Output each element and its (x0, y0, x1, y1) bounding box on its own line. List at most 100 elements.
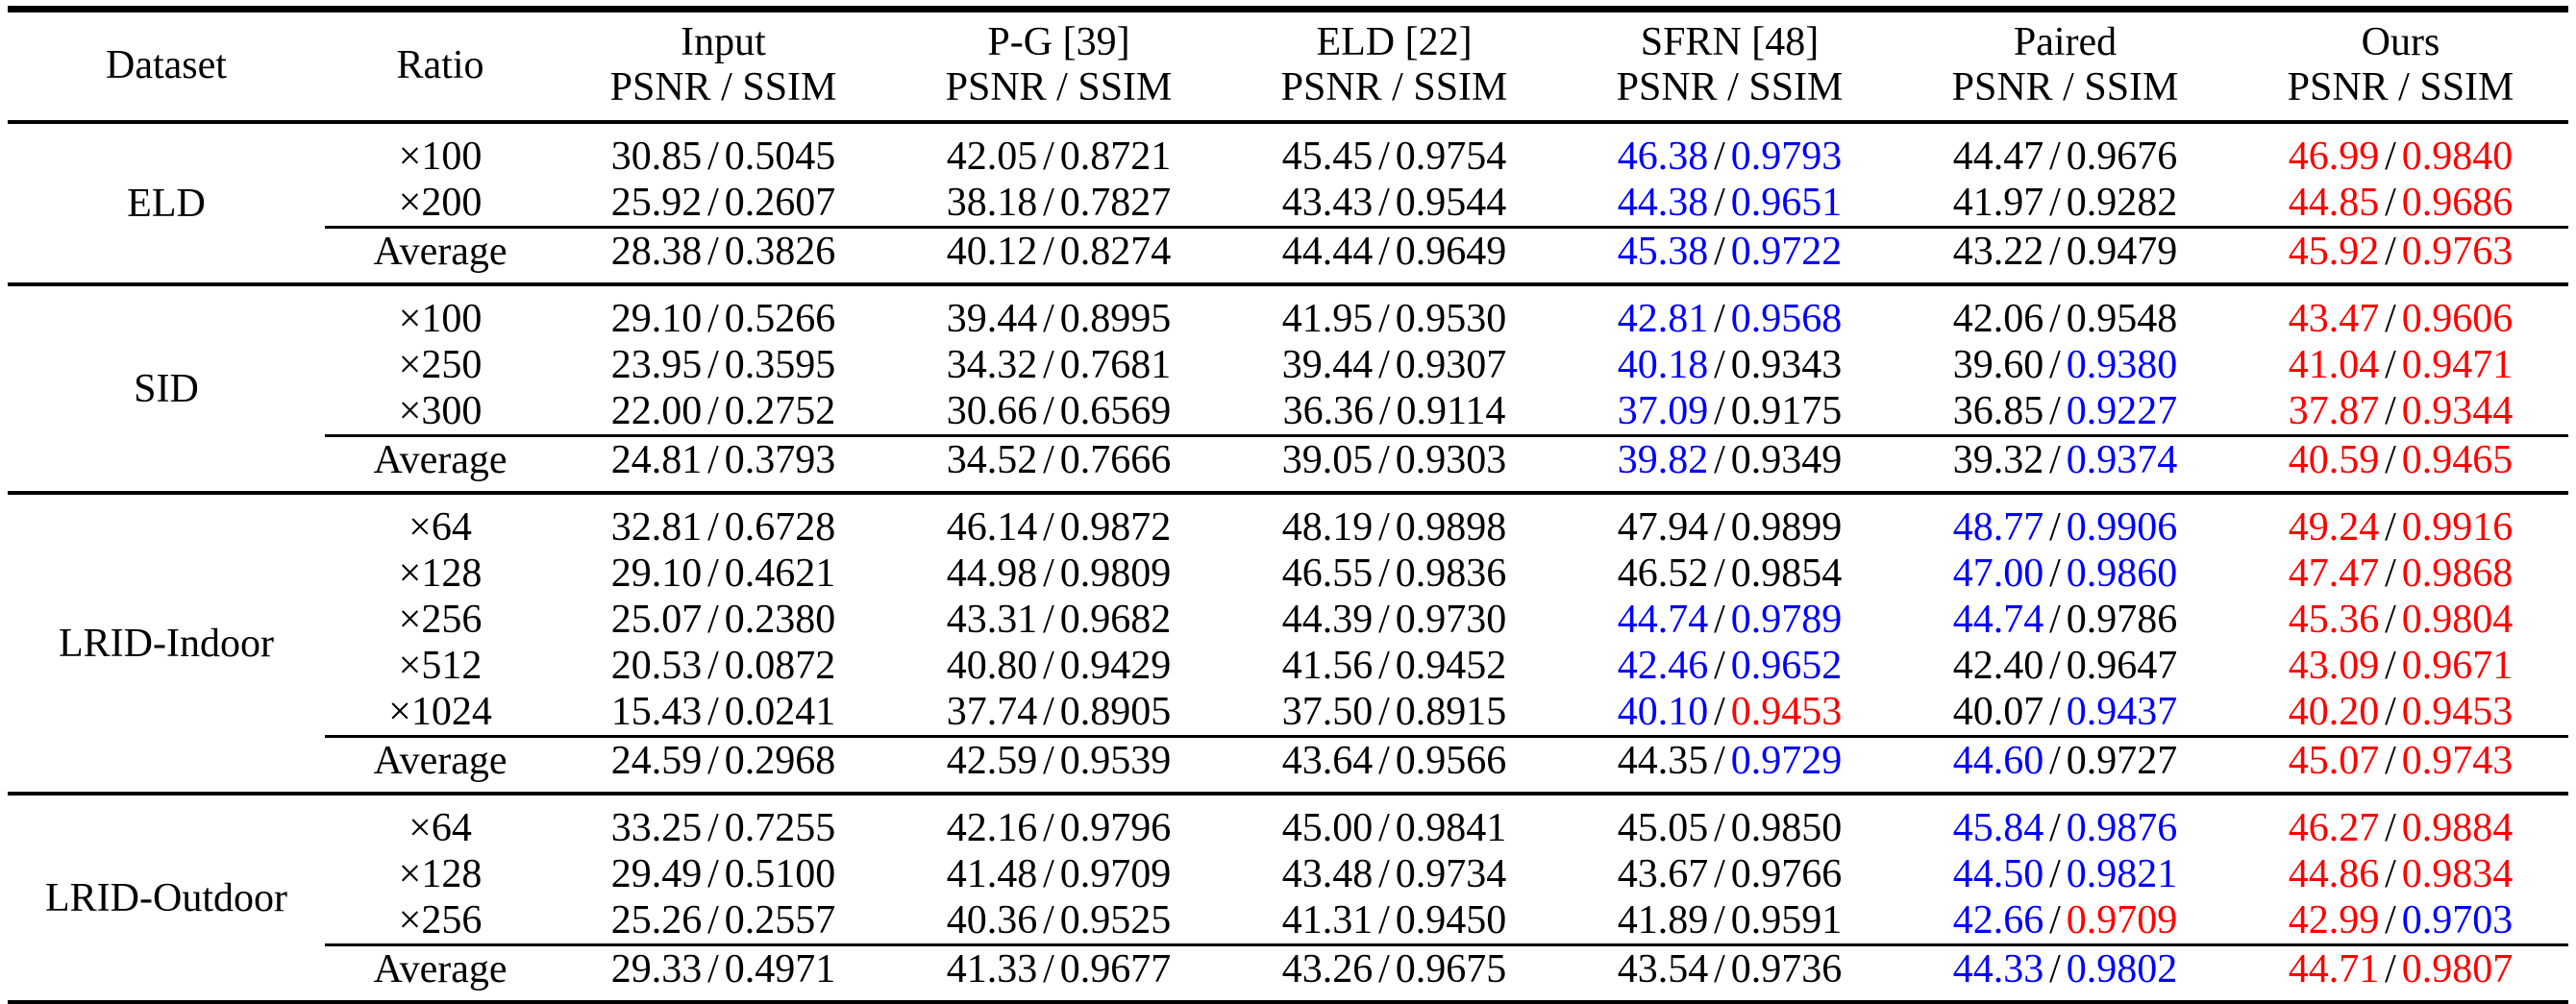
psnr-value: 45.00 (1281, 806, 1374, 851)
ratio-label: ×100 (398, 135, 483, 180)
metric-label: PSNR / SSIM (945, 65, 1173, 110)
psnr-value: 47.00 (1952, 551, 2044, 597)
metric-separator: / (2385, 551, 2396, 597)
ssim-value: 0.9734 (1395, 852, 1507, 897)
psnr-value: 40.80 (946, 644, 1038, 689)
result-cell: 44.50/0.9821 (1897, 851, 2233, 897)
psnr-value: 43.47 (2288, 297, 2380, 342)
ssim-value: 0.9899 (1730, 505, 1843, 551)
col-header-p-g-39: P-G [39] PSNR / SSIM (891, 10, 1226, 123)
metric-separator: / (1714, 690, 1725, 735)
ssim-value: 0.9834 (2401, 852, 2514, 897)
ssim-value: 0.9114 (1396, 389, 1506, 434)
ratio-label: Average (325, 735, 556, 795)
psnr-value: 32.81 (610, 505, 703, 551)
psnr-value: 45.92 (2288, 230, 2380, 275)
result-cell: 36.85/0.9227 (1897, 388, 2233, 436)
result-cell: 43.22/0.9479 (1897, 226, 2233, 285)
ssim-value: 0.9763 (2401, 230, 2514, 275)
psnr-value: 42.81 (1617, 297, 1709, 342)
psnr-value: 42.06 (1952, 297, 2044, 342)
metric-label: PSNR / SSIM (609, 65, 837, 110)
result-cell: 46.99/0.9840 (2233, 122, 2568, 180)
col-header-paired: Paired PSNR / SSIM (1897, 10, 2233, 123)
metric-separator: / (1378, 389, 1391, 434)
ssim-value: 0.9807 (2401, 947, 2514, 992)
ssim-value: 0.9450 (1395, 898, 1507, 943)
metric-separator: / (2049, 739, 2061, 784)
ssim-value: 0.8995 (1059, 297, 1172, 342)
ssim-value: 0.9544 (1395, 181, 1507, 226)
table-row: ELD ×100 30.85/0.5045 42.05/0.8721 45.45/0.9… (8, 122, 2568, 225)
psnr-value: 37.09 (1617, 389, 1709, 434)
metric-separator: / (2385, 898, 2396, 943)
result-cell: 29.10/0.5266 (556, 284, 891, 342)
metric-separator: / (2049, 644, 2061, 689)
ssim-value: 0.9876 (2066, 806, 2178, 851)
ssim-value: 0.9453 (1730, 690, 1843, 735)
metric-separator: / (2385, 852, 2396, 897)
result-cell: 39.60/0.9380 (1897, 342, 2233, 388)
ssim-value: 0.9730 (1395, 598, 1507, 643)
metric-separator: / (1043, 181, 1054, 226)
result-cell: 37.50/0.8915 (1226, 689, 1562, 737)
metric-separator: / (1378, 438, 1390, 483)
metric-separator: / (1714, 297, 1725, 342)
result-cell: 43.67/0.9766 (1562, 851, 1897, 897)
psnr-value: 28.38 (610, 230, 703, 275)
psnr-value: 33.25 (610, 806, 703, 851)
table-row: ×1024 15.43/0.0241 37.74/0.8905 37.50/0.891… (8, 689, 2568, 737)
psnr-value: 44.98 (946, 551, 1038, 597)
psnr-value: 39.44 (1281, 343, 1374, 388)
metric-separator: / (2385, 343, 2396, 388)
ssim-value: 0.9568 (1730, 297, 1843, 342)
psnr-value: 22.00 (610, 389, 703, 434)
table-row: LRID-Outdoor ×64 33.25/0.7255 42.16/0.9796 4… (8, 794, 2568, 919)
ssim-value: 0.9303 (1395, 438, 1507, 483)
metric-separator: / (1714, 806, 1725, 851)
psnr-value: 46.55 (1281, 551, 1374, 597)
ssim-value: 0.9676 (2066, 135, 2178, 180)
metric-separator: / (1714, 551, 1725, 597)
ratio-label: Average (325, 434, 556, 494)
metric-separator: / (1714, 898, 1725, 943)
ssim-value: 0.9686 (2401, 181, 2514, 226)
psnr-value: 30.85 (610, 135, 703, 180)
metric-label: PSNR / SSIM (1616, 65, 1844, 110)
metric-separator: / (2385, 505, 2396, 551)
metric-separator: / (1378, 598, 1390, 643)
ratio-label: ×200 (398, 181, 483, 226)
result-cell: 40.07/0.9437 (1897, 689, 2233, 737)
metric-separator: / (2385, 230, 2396, 275)
ssim-value: 0.9349 (1730, 438, 1843, 483)
psnr-value: 29.49 (610, 852, 703, 897)
result-cell: 45.92/0.9763 (2233, 226, 2568, 285)
result-cell: 42.16/0.9796 (891, 794, 1226, 851)
metric-separator: / (2049, 898, 2061, 943)
ssim-value: 0.9868 (2401, 551, 2514, 597)
metric-separator: / (707, 739, 719, 784)
metric-separator: / (1378, 135, 1390, 180)
ssim-value: 0.4621 (724, 551, 836, 597)
psnr-value: 39.60 (1952, 343, 2044, 388)
psnr-value: 40.12 (946, 230, 1038, 275)
result-cell: 46.14/0.9872 (891, 493, 1226, 551)
result-cell: 47.47/0.9868 (2233, 551, 2568, 597)
ssim-value: 0.2380 (724, 598, 836, 643)
result-cell: 45.00/0.9841 (1226, 794, 1562, 851)
result-cell: 46.38/0.9793 (1562, 122, 1897, 180)
metric-separator: / (707, 947, 719, 992)
table-header: Dataset Ratio Input PSNR / SSIM P-G [39] PSNR… (8, 10, 2568, 123)
metric-separator: / (2385, 806, 2396, 851)
metric-separator: / (1714, 343, 1725, 388)
result-cell: 41.31/0.9450 (1226, 897, 1562, 945)
method-name: P-G [39] (987, 20, 1130, 64)
metric-separator: / (707, 852, 719, 897)
metric-separator: / (2385, 297, 2396, 342)
result-cell: 43.48/0.9734 (1226, 851, 1562, 897)
ssim-value: 0.9766 (1730, 852, 1843, 897)
result-cell: 43.47/0.9606 (2233, 284, 2568, 342)
psnr-value: 40.59 (2288, 438, 2380, 483)
result-cell: 45.38/0.9722 (1562, 226, 1897, 285)
psnr-value: 48.19 (1281, 505, 1374, 551)
